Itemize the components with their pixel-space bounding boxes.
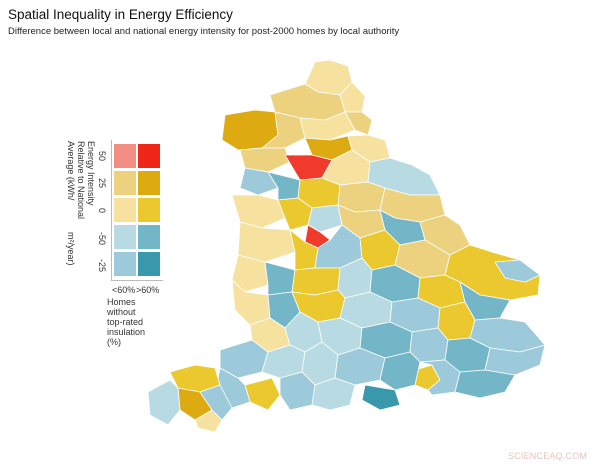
legend-y-tick: -25	[97, 259, 107, 273]
legend-x-title-line2: top-rated	[107, 317, 144, 327]
legend-swatch-high-0	[138, 198, 160, 222]
chart-subtitle: Difference between local and national en…	[8, 26, 400, 37]
legend-y-title-line1: Energy Intensity	[86, 141, 96, 206]
legend-x-title: Homes without top-rated insulation (%)	[107, 297, 145, 347]
legend-y-title-line2: Relative to National	[76, 141, 86, 220]
legend-swatch-high-neg25	[138, 252, 160, 276]
chart-title: Spatial Inequality in Energy Efficiency	[8, 7, 233, 22]
legend-y-tick: -50	[97, 232, 107, 246]
legend-y-tick: 0	[97, 208, 107, 214]
legend-y-tick: 50	[97, 151, 107, 162]
legend-swatch-high-neg50	[138, 225, 160, 249]
legend-swatch-high-25	[138, 171, 160, 195]
legend-swatch-low-neg25	[114, 252, 136, 276]
legend-y-axis	[111, 140, 112, 280]
legend-x-axis	[111, 280, 163, 281]
legend-y-tick: 25	[97, 178, 107, 189]
legend-y-title-unit: m²/year)	[66, 232, 76, 266]
legend-x-title-line1: Homes without	[107, 297, 136, 317]
legend-swatch-low-25	[114, 171, 136, 195]
legend-swatch-low-0	[114, 198, 136, 222]
legend-y-title-line3: Average (kWh/	[66, 141, 76, 201]
legend-swatch-low-50	[114, 144, 136, 168]
legend-x-tick-high: >60%	[136, 285, 160, 295]
watermark: SCIENCEAQ.COM	[508, 451, 588, 461]
legend-swatch-low-neg50	[114, 225, 136, 249]
legend-x-title-line3: insulation (%)	[107, 327, 146, 347]
legend-x-tick-low: <60%	[112, 285, 136, 295]
legend-swatch-high-50	[138, 144, 160, 168]
